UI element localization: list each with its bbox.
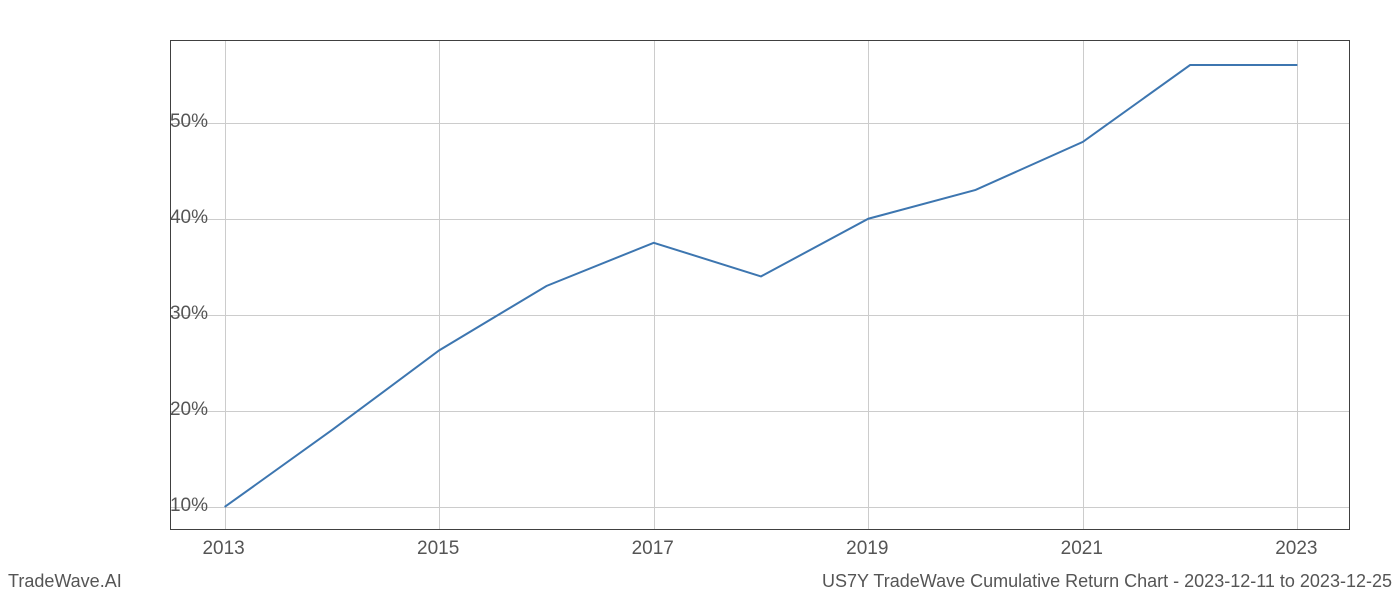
y-tick-label: 40% — [170, 207, 208, 229]
y-tick-label: 10% — [170, 495, 208, 517]
line-series — [171, 41, 1349, 529]
footer-brand: TradeWave.AI — [8, 571, 122, 592]
footer-caption: US7Y TradeWave Cumulative Return Chart -… — [822, 571, 1392, 592]
x-tick-label: 2017 — [632, 538, 674, 560]
x-tick-label: 2023 — [1275, 538, 1317, 560]
x-tick-label: 2013 — [202, 538, 244, 560]
x-tick-label: 2015 — [417, 538, 459, 560]
chart-plot-area — [170, 40, 1350, 530]
plot-border — [170, 40, 1350, 530]
y-tick-label: 30% — [170, 303, 208, 325]
y-tick-label: 50% — [170, 111, 208, 133]
y-tick-label: 20% — [170, 399, 208, 421]
x-tick-label: 2021 — [1061, 538, 1103, 560]
x-tick-label: 2019 — [846, 538, 888, 560]
